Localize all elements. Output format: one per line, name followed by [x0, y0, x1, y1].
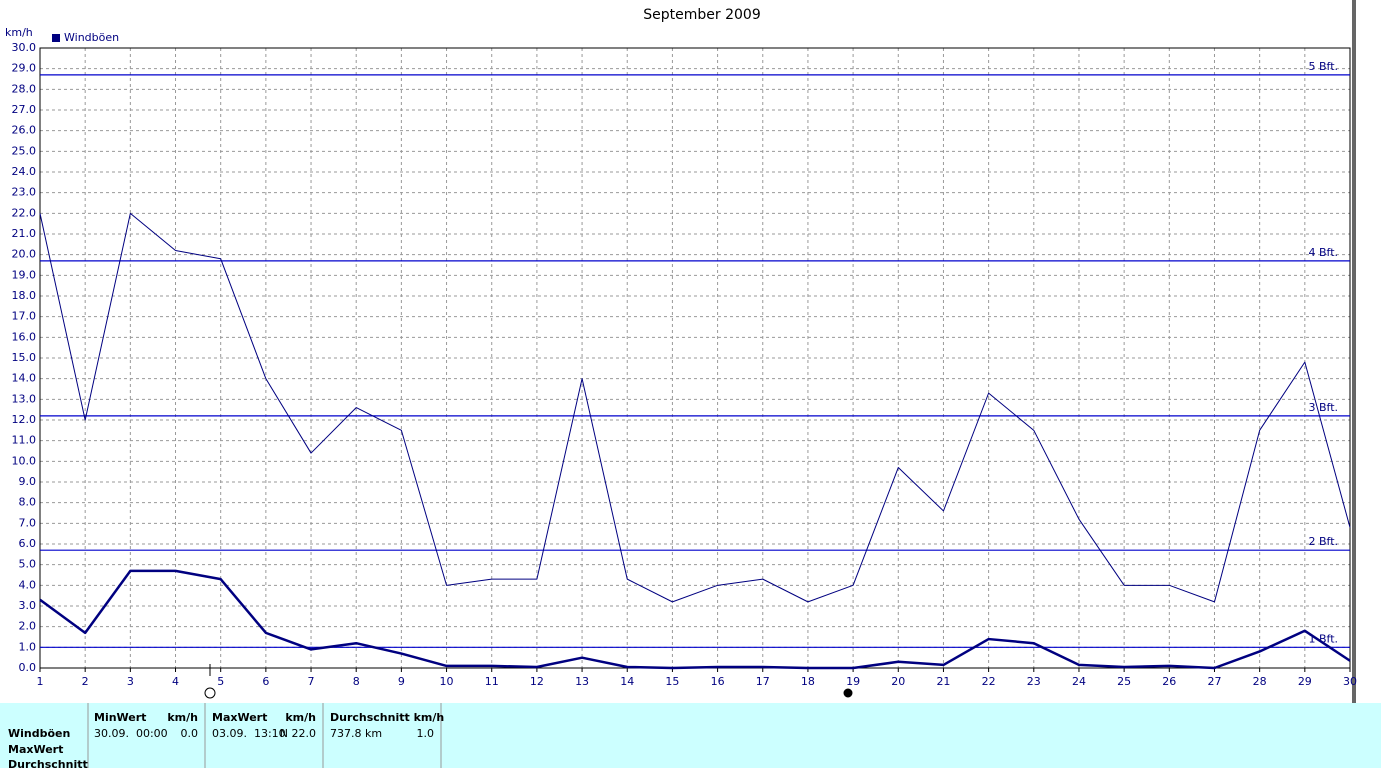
y-tick-label: 19.0 [12, 268, 37, 281]
y-tick-label: 20.0 [12, 248, 37, 261]
y-tick-label: 23.0 [12, 186, 37, 199]
chart-title: September 2009 [643, 7, 760, 23]
y-tick-label: 1.0 [19, 640, 37, 653]
x-tick-label: 1 [37, 675, 44, 688]
y-tick-label: 18.0 [12, 289, 37, 302]
y-tick-label: 27.0 [12, 103, 37, 116]
legend-swatch [52, 34, 60, 42]
y-tick-label: 30.0 [12, 41, 37, 54]
x-tick-label: 28 [1253, 675, 1267, 688]
y-tick-label: 7.0 [19, 516, 37, 529]
moon-new [843, 688, 853, 698]
x-tick-label: 23 [1027, 675, 1041, 688]
cell: 737.8 km [330, 727, 382, 740]
x-tick-label: 7 [308, 675, 315, 688]
background [0, 0, 1381, 703]
y-tick-label: 22.0 [12, 206, 37, 219]
column-unit: km/h [167, 711, 198, 724]
x-tick-label: 29 [1298, 675, 1312, 688]
cell: 1.0 [417, 727, 435, 740]
x-tick-label: 14 [620, 675, 634, 688]
series-line [39, 569, 1351, 670]
y-axis-unit: km/h [5, 26, 33, 39]
x-tick-label: 6 [262, 675, 269, 688]
y-tick-label: 8.0 [19, 496, 37, 509]
cell: N 22.0 [280, 727, 316, 740]
y-tick-label: 9.0 [19, 475, 37, 488]
column-unit: km/h [285, 711, 316, 724]
reference-label: 5 Bft. [1308, 60, 1338, 73]
column-header: MinWert [94, 711, 146, 724]
row-label: Windböen [8, 727, 70, 740]
moon-full [204, 687, 216, 699]
x-tick-label: 12 [530, 675, 544, 688]
column-header: Durchschnitt km/h [330, 711, 444, 724]
y-tick-label: 29.0 [12, 62, 37, 75]
x-tick-label: 30 [1343, 675, 1357, 688]
cell: 0.0 [181, 727, 199, 740]
legend-label: Windböen [64, 31, 119, 44]
x-tick-label: 22 [982, 675, 996, 688]
x-tick-label: 11 [485, 675, 499, 688]
y-tick-label: 24.0 [12, 165, 37, 178]
x-tick-label: 5 [217, 675, 224, 688]
x-tick-label: 4 [172, 675, 179, 688]
x-tick-label: 16 [711, 675, 725, 688]
stats-panel [0, 703, 1381, 768]
y-tick-label: 0.0 [19, 661, 37, 674]
row-label: MaxWert [8, 743, 63, 756]
y-tick-label: 28.0 [12, 82, 37, 95]
y-tick-label: 21.0 [12, 227, 37, 240]
x-tick-label: 27 [1207, 675, 1221, 688]
x-tick-label: 25 [1117, 675, 1131, 688]
x-tick-label: 8 [353, 675, 360, 688]
y-tick-label: 5.0 [19, 558, 37, 571]
reference-label: 3 Bft. [1308, 401, 1338, 414]
y-tick-label: 26.0 [12, 124, 37, 137]
x-tick-label: 24 [1072, 675, 1086, 688]
y-tick-label: 11.0 [12, 434, 37, 447]
cell: 03.09. 13:10 [212, 727, 286, 740]
x-tick-label: 2 [82, 675, 89, 688]
reference-label: 2 Bft. [1308, 535, 1338, 548]
x-tick-label: 3 [127, 675, 134, 688]
series-line [39, 212, 1351, 603]
x-tick-label: 10 [440, 675, 454, 688]
x-tick-label: 13 [575, 675, 589, 688]
y-tick-label: 2.0 [19, 620, 37, 633]
row-label: Durchschnitt [8, 758, 88, 768]
reference-label: 4 Bft. [1308, 246, 1338, 259]
y-tick-label: 6.0 [19, 537, 37, 550]
y-tick-label: 12.0 [12, 413, 37, 426]
x-tick-label: 9 [398, 675, 405, 688]
y-tick-label: 4.0 [19, 578, 37, 591]
y-tick-label: 16.0 [12, 330, 37, 343]
cell: 30.09. 00:00 [94, 727, 168, 740]
y-tick-label: 13.0 [12, 392, 37, 405]
x-tick-label: 17 [756, 675, 770, 688]
window-border [1352, 0, 1356, 703]
y-tick-label: 3.0 [19, 599, 37, 612]
y-tick-label: 14.0 [12, 372, 37, 385]
plot: 0.01.02.03.04.05.06.07.08.09.010.011.012… [12, 31, 1358, 688]
x-tick-label: 21 [936, 675, 950, 688]
x-tick-label: 15 [665, 675, 679, 688]
column-header: MaxWert [212, 711, 267, 724]
y-tick-label: 17.0 [12, 310, 37, 323]
x-tick-label: 20 [891, 675, 905, 688]
y-tick-label: 10.0 [12, 454, 37, 467]
panel-dividers [87, 703, 442, 768]
x-tick-label: 26 [1162, 675, 1176, 688]
y-tick-label: 25.0 [12, 144, 37, 157]
x-tick-label: 18 [801, 675, 815, 688]
reference-label: 1 Bft. [1308, 632, 1338, 645]
y-tick-label: 15.0 [12, 351, 37, 364]
x-tick-label: 19 [846, 675, 860, 688]
